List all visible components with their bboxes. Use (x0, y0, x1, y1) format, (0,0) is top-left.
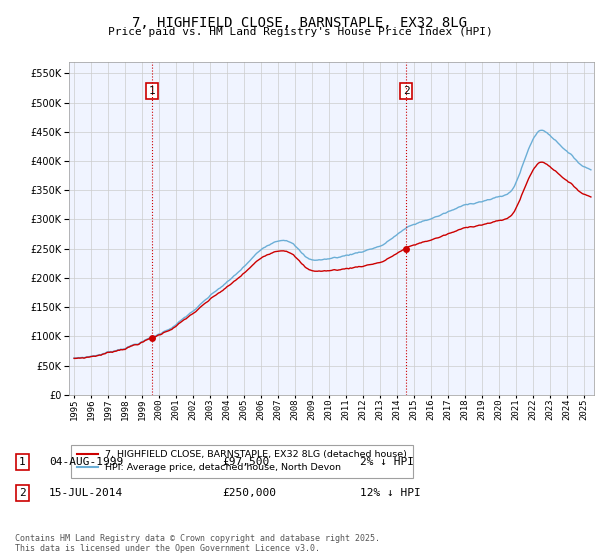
Text: 2% ↓ HPI: 2% ↓ HPI (360, 457, 414, 467)
Text: 1: 1 (149, 86, 155, 96)
Text: 04-AUG-1999: 04-AUG-1999 (49, 457, 124, 467)
Text: 12% ↓ HPI: 12% ↓ HPI (360, 488, 421, 498)
Text: 1: 1 (19, 457, 26, 467)
Text: 7, HIGHFIELD CLOSE, BARNSTAPLE, EX32 8LG: 7, HIGHFIELD CLOSE, BARNSTAPLE, EX32 8LG (133, 16, 467, 30)
Text: Price paid vs. HM Land Registry's House Price Index (HPI): Price paid vs. HM Land Registry's House … (107, 27, 493, 37)
Text: £250,000: £250,000 (222, 488, 276, 498)
Text: 2: 2 (19, 488, 26, 498)
Text: £97,500: £97,500 (222, 457, 269, 467)
Text: Contains HM Land Registry data © Crown copyright and database right 2025.
This d: Contains HM Land Registry data © Crown c… (15, 534, 380, 553)
Text: 2: 2 (403, 86, 409, 96)
Legend: 7, HIGHFIELD CLOSE, BARNSTAPLE, EX32 8LG (detached house), HPI: Average price, d: 7, HIGHFIELD CLOSE, BARNSTAPLE, EX32 8LG… (71, 445, 413, 478)
Text: 15-JUL-2014: 15-JUL-2014 (49, 488, 124, 498)
